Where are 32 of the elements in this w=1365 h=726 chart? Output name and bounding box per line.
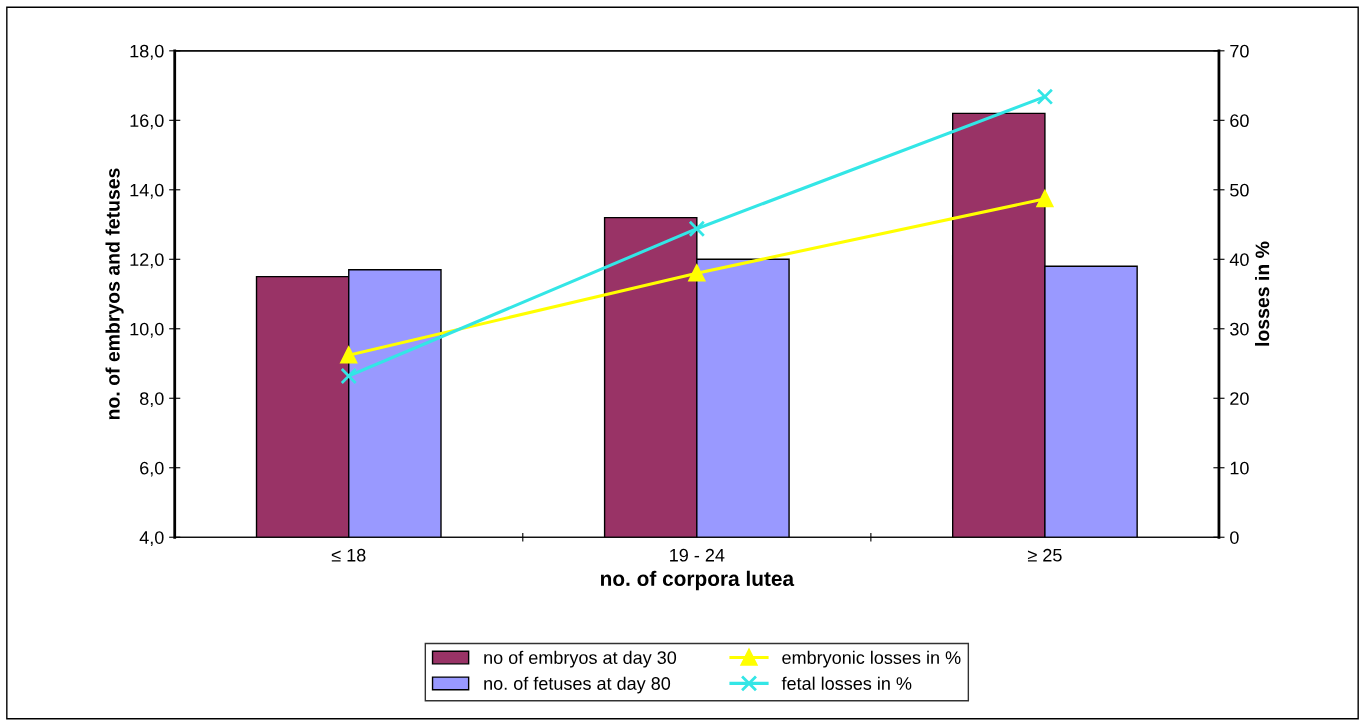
legend-label: no of embryos at day 30 [484,650,677,668]
x-axis-title: no. of corpora lutea [600,570,795,591]
y2-tick-label: 30 [1230,322,1249,336]
point [340,367,358,385]
point [688,220,706,238]
y-tick-label: 4,0 [139,531,164,547]
y-tick-label: 8,0 [139,392,164,408]
point [1036,88,1054,106]
y-tick-label: 16,0 [130,114,164,130]
y2-tick-label: 0 [1230,531,1239,544]
y-tick-label: 10,0 [130,322,164,338]
y2-tick-label: 40 [1229,253,1249,267]
y-axis-title: no. of embryos and fetuses [105,168,124,420]
y2-tick-label: 50 [1230,183,1249,197]
legend-label: embryonic losses in % [782,650,961,668]
x-tick-label: 19 - 24 [670,548,725,562]
point [688,264,706,282]
legend-label: no. of fetuses at day 80 [484,676,671,694]
y-tick-label: 12,0 [130,253,164,269]
y2-tick-label: 70 [1230,44,1249,58]
y2-tick-label: 20 [1230,392,1249,405]
y2-tick-label: 10 [1230,461,1249,475]
legend-label: fetal losses in % [781,676,912,690]
y-tick-label: 6,0 [140,461,164,477]
y2-axis-title: losses in % [1255,241,1270,346]
y-tick-label: 18,0 [130,44,164,60]
x-tick-label: ≤ 18 [331,548,366,562]
y2-tick-label: 60 [1230,114,1249,128]
point [1036,190,1054,208]
x-tick-label: ≥ 25 [1027,548,1062,562]
point [340,346,358,364]
y-tick-label: 14,0 [130,183,164,199]
